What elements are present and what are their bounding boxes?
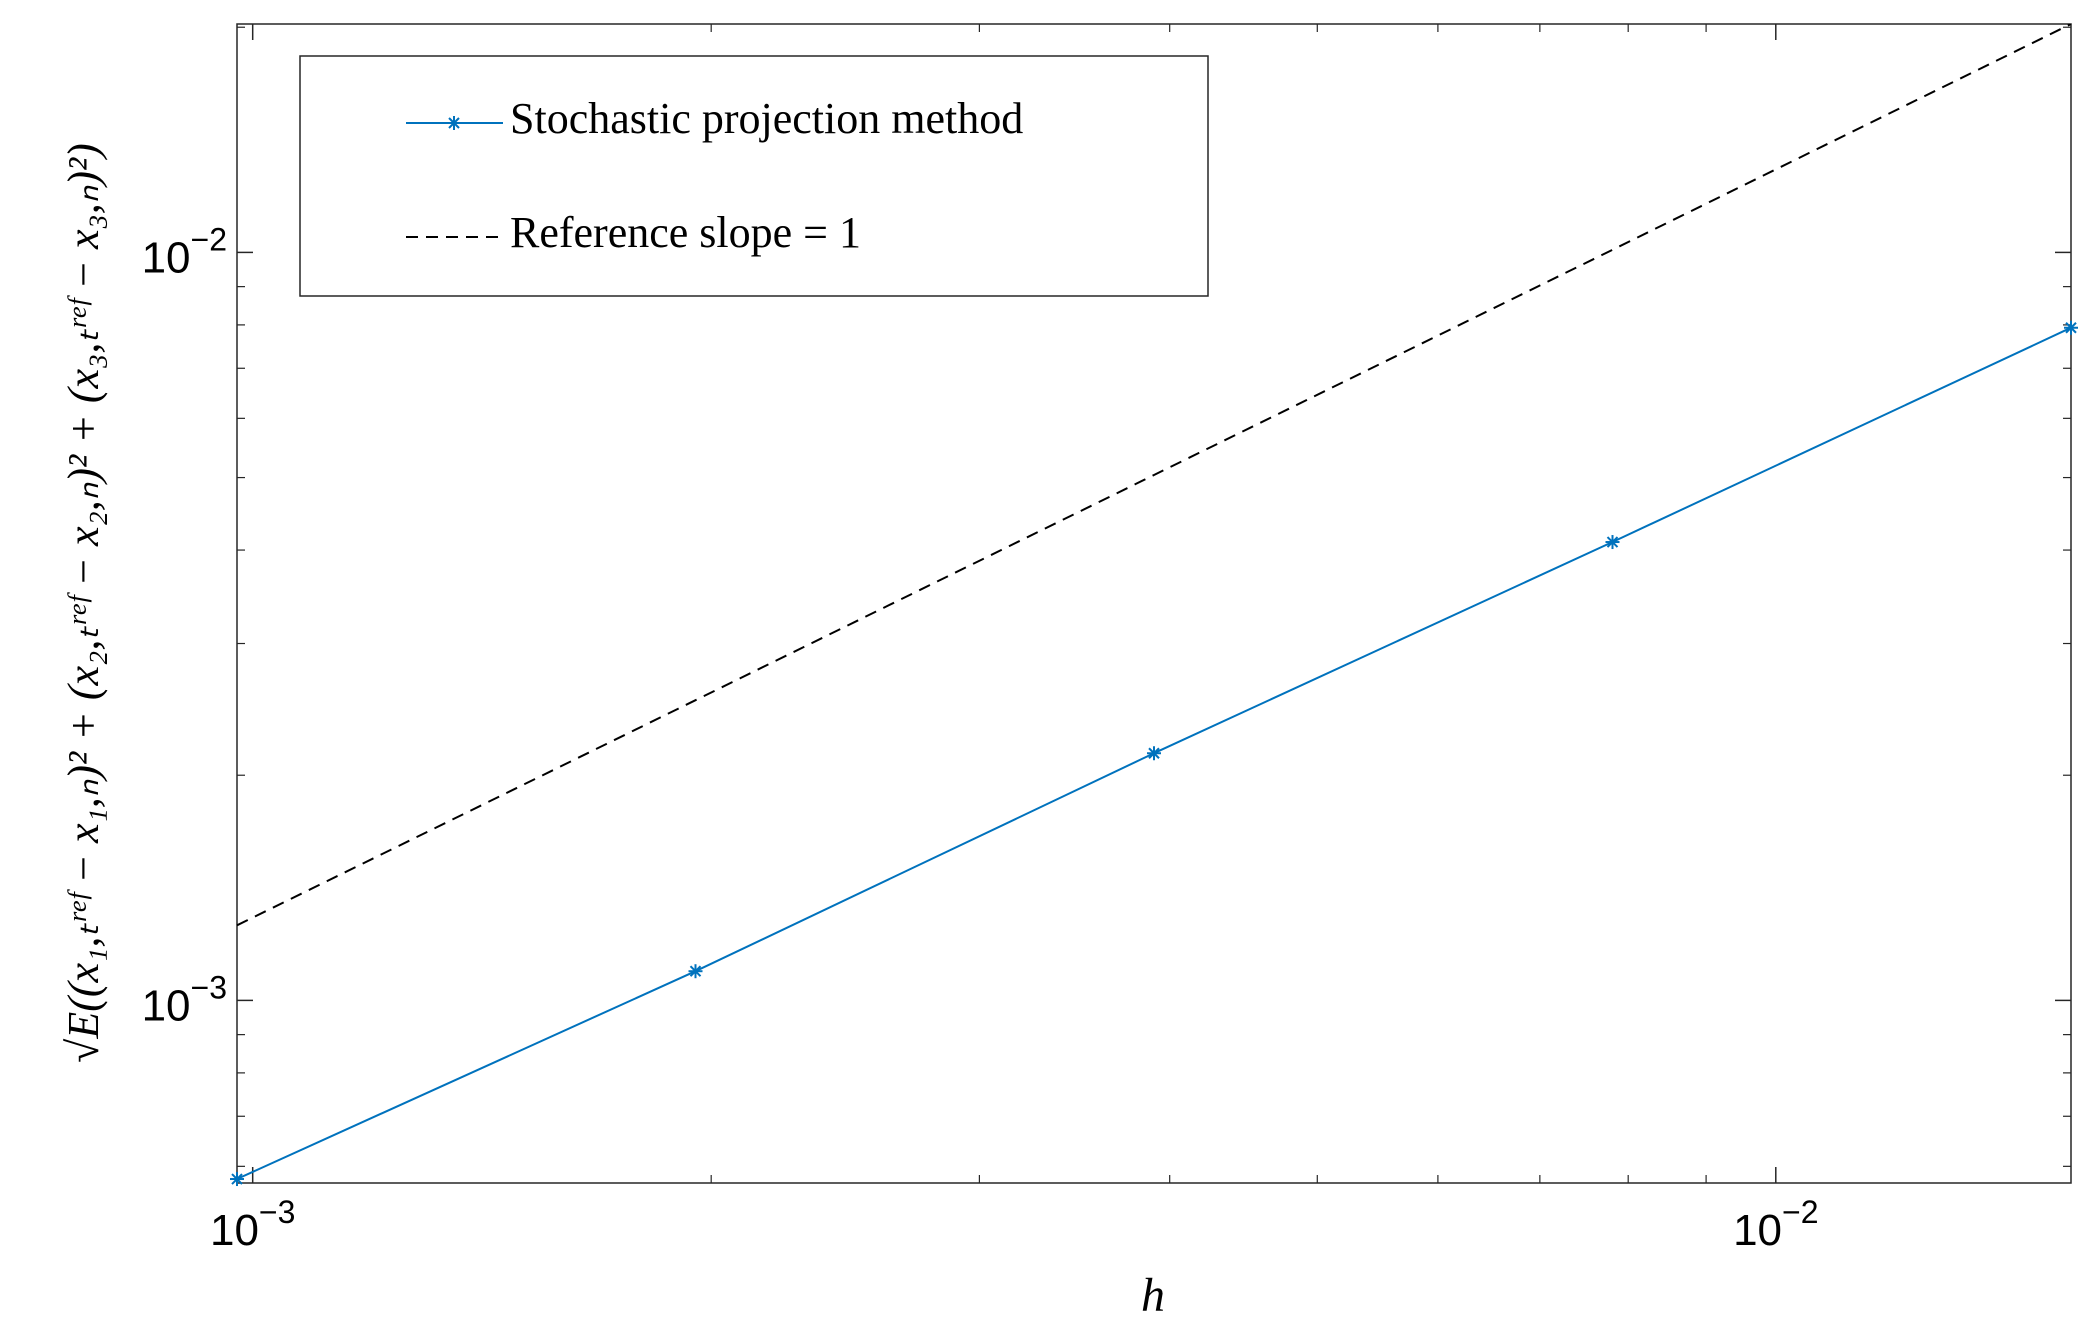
x-tick-label: 10−3	[210, 1194, 295, 1254]
marker-stroke	[1148, 747, 1160, 759]
legend: Stochastic projection method Reference sl…	[299, 55, 1209, 297]
marker-stroke	[2065, 322, 2077, 334]
legend-label: Stochastic projection method	[510, 94, 1023, 143]
marker	[688, 964, 703, 979]
plot-area	[230, 24, 2078, 1187]
y-axis-label: √E((x₁,ₜʳᵉᶠ − x₁,ₙ)² + (x₂,ₜʳᵉᶠ − x₂,ₙ)²…	[59, 143, 108, 1063]
marker-stroke	[689, 965, 702, 977]
x-tick-label: 10−2	[1733, 1194, 1818, 1254]
y-tick-label: 10−3	[142, 970, 227, 1030]
marker-stroke	[1606, 536, 1619, 548]
legend-label: Reference slope = 1	[510, 208, 861, 257]
marker	[2064, 320, 2078, 335]
x-axis-label: h	[1141, 1269, 1165, 1322]
legend-box	[299, 55, 1209, 297]
marker-stroke	[231, 1173, 243, 1185]
legend-marker	[447, 116, 461, 130]
y-tick-label: 10−2	[142, 222, 227, 282]
marker	[1605, 535, 1620, 550]
series-line	[236, 24, 2072, 927]
marker-stroke	[448, 117, 460, 129]
marker	[230, 1172, 244, 1187]
marker	[1147, 746, 1161, 761]
plot-frame	[236, 23, 2072, 1184]
